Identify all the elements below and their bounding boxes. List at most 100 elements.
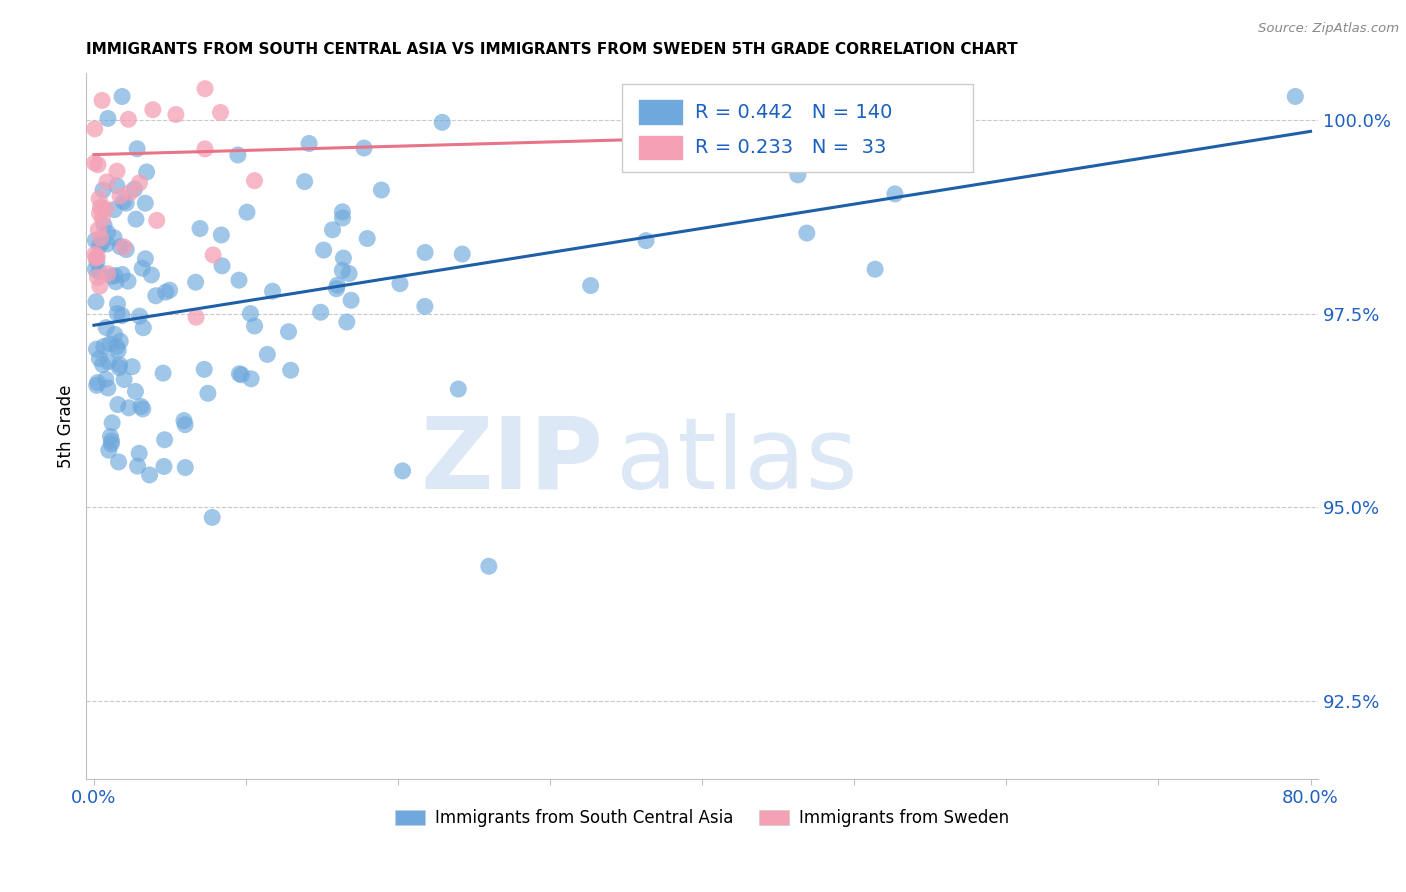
FancyBboxPatch shape bbox=[638, 99, 682, 125]
Point bbox=[96, 237, 118, 252]
Point bbox=[121, 359, 143, 374]
Point bbox=[141, 268, 163, 282]
Point bbox=[194, 142, 217, 156]
Point bbox=[280, 363, 302, 377]
Point bbox=[884, 186, 907, 201]
Point bbox=[132, 320, 155, 334]
Point bbox=[91, 358, 114, 372]
Point bbox=[87, 223, 110, 237]
Point bbox=[236, 205, 259, 219]
Point bbox=[111, 268, 134, 282]
Point bbox=[112, 194, 135, 209]
Point bbox=[174, 417, 197, 432]
Point bbox=[388, 277, 411, 291]
Point bbox=[155, 285, 177, 300]
Point bbox=[117, 112, 139, 127]
Point bbox=[863, 262, 886, 277]
Point bbox=[89, 192, 111, 206]
Point bbox=[90, 235, 112, 250]
Point bbox=[128, 446, 150, 460]
Point bbox=[153, 433, 176, 447]
Point bbox=[98, 337, 121, 351]
Point bbox=[111, 89, 134, 103]
Point bbox=[100, 437, 122, 451]
Point bbox=[332, 205, 354, 219]
Point bbox=[326, 278, 349, 293]
Point bbox=[277, 325, 299, 339]
Point bbox=[103, 202, 125, 217]
Point bbox=[93, 339, 115, 353]
Point bbox=[430, 115, 453, 129]
Point bbox=[91, 183, 114, 197]
Point bbox=[132, 401, 155, 416]
Point bbox=[197, 386, 219, 401]
Point bbox=[91, 94, 114, 108]
Point bbox=[118, 401, 141, 415]
Point bbox=[83, 156, 105, 170]
Point bbox=[128, 309, 150, 323]
Point bbox=[117, 274, 139, 288]
Point bbox=[332, 251, 354, 265]
Point bbox=[832, 130, 855, 145]
Point bbox=[84, 233, 107, 247]
Point bbox=[86, 250, 108, 264]
Point bbox=[478, 559, 501, 574]
Point bbox=[97, 354, 120, 368]
Point bbox=[134, 196, 156, 211]
Point bbox=[209, 105, 232, 120]
Point bbox=[86, 342, 108, 356]
Point bbox=[226, 148, 249, 162]
Point bbox=[89, 279, 111, 293]
Point bbox=[91, 212, 114, 227]
Point bbox=[579, 278, 602, 293]
Point bbox=[145, 213, 167, 227]
Point bbox=[194, 81, 217, 95]
Point bbox=[661, 89, 683, 103]
Point bbox=[188, 221, 211, 235]
Point bbox=[201, 510, 224, 524]
Point bbox=[96, 320, 118, 334]
FancyBboxPatch shape bbox=[638, 135, 682, 160]
Point bbox=[105, 306, 128, 320]
Point bbox=[84, 294, 107, 309]
Point bbox=[97, 112, 120, 126]
Point bbox=[321, 223, 343, 237]
Point bbox=[120, 186, 142, 200]
Point bbox=[336, 315, 359, 329]
Point bbox=[174, 460, 197, 475]
Point bbox=[84, 247, 107, 261]
Point bbox=[107, 455, 129, 469]
Point bbox=[87, 158, 110, 172]
Point bbox=[100, 429, 122, 443]
Text: R = 0.233   N =  33: R = 0.233 N = 33 bbox=[695, 137, 886, 157]
Point bbox=[1284, 89, 1306, 103]
Point bbox=[243, 318, 266, 333]
Point bbox=[96, 175, 118, 189]
Point bbox=[107, 297, 129, 311]
Point bbox=[209, 227, 232, 242]
Point bbox=[127, 142, 149, 156]
Point bbox=[105, 340, 128, 354]
Text: IMMIGRANTS FROM SOUTH CENTRAL ASIA VS IMMIGRANTS FROM SWEDEN 5TH GRADE CORRELATI: IMMIGRANTS FROM SOUTH CENTRAL ASIA VS IM… bbox=[86, 42, 1018, 57]
Point bbox=[312, 243, 335, 257]
Point bbox=[184, 275, 207, 289]
Point bbox=[634, 234, 657, 248]
Point bbox=[413, 299, 436, 313]
Point bbox=[108, 189, 131, 203]
Point bbox=[110, 240, 132, 254]
Point bbox=[107, 343, 129, 358]
Point bbox=[89, 200, 111, 214]
Point bbox=[142, 103, 165, 117]
Point bbox=[105, 178, 128, 193]
Point bbox=[202, 248, 225, 262]
Point bbox=[101, 416, 124, 430]
Point bbox=[145, 289, 167, 303]
Point bbox=[115, 243, 138, 257]
Point bbox=[124, 384, 146, 399]
Point bbox=[413, 245, 436, 260]
Point bbox=[83, 121, 105, 136]
FancyBboxPatch shape bbox=[621, 84, 973, 172]
Point bbox=[370, 183, 392, 197]
Point bbox=[93, 219, 115, 233]
Point bbox=[228, 367, 250, 381]
